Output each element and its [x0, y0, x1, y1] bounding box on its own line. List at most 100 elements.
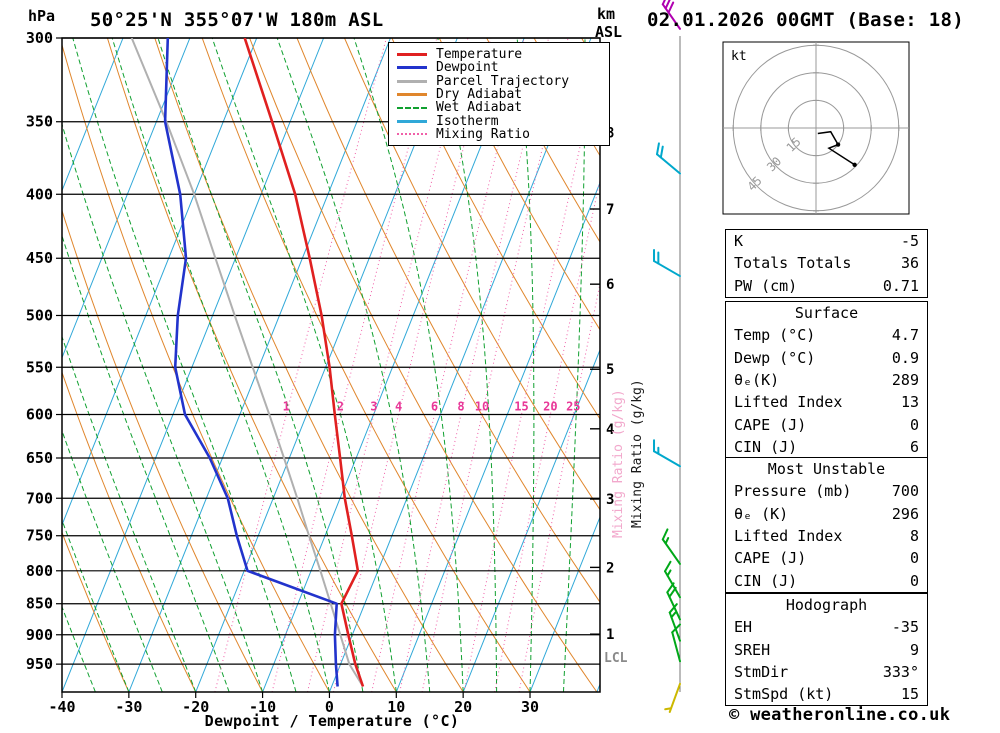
- stat-value: 13: [900, 393, 919, 412]
- pressure-tick-label: 500: [26, 306, 53, 324]
- pressure-tick-label: 350: [26, 113, 53, 131]
- stat-row: θₑ (K) 296: [726, 503, 927, 525]
- temp-tick-label: 10: [387, 698, 405, 716]
- legend: Temperature Dewpoint Parcel Trajectory Dry …: [388, 42, 610, 147]
- pressure-axis-unit: hPa: [28, 7, 56, 25]
- stat-label: PW (cm): [734, 276, 798, 295]
- stat-value: 6: [909, 437, 919, 456]
- stat-label: CIN (J): [734, 437, 798, 456]
- stat-label: Temp (°C): [734, 326, 816, 345]
- legend-swatch: [397, 66, 427, 70]
- temp-tick-label: -10: [249, 698, 276, 716]
- stat-value: 36: [900, 254, 919, 273]
- pressure-tick-label: 850: [26, 595, 53, 613]
- stat-label: CIN (J): [734, 571, 798, 590]
- stat-row: CIN (J) 0: [726, 569, 927, 591]
- watermark: © weatheronline.co.uk: [729, 705, 951, 725]
- stats-table: Hodograph EH -35 SREH 9 StmDir 333° StmSpd (kt)…: [725, 593, 928, 707]
- profiles-group: [130, 38, 365, 688]
- dewpoint-curve: [163, 38, 339, 687]
- legend-swatch: [397, 53, 427, 57]
- altitude-axis-unit-asl: ASL: [595, 23, 623, 41]
- temp-tick-label: 30: [521, 698, 539, 716]
- stat-label: K: [734, 232, 744, 251]
- stat-value: 8: [909, 527, 919, 546]
- temp-tick-label: 0: [325, 698, 334, 716]
- mixing-ratio-axis-label-shadow: Mixing Ratio (g/kg): [611, 389, 626, 538]
- pressure-tick-label: 400: [26, 185, 53, 203]
- stat-value: -5: [900, 232, 919, 251]
- stat-label: StmSpd (kt): [734, 685, 834, 704]
- stat-value: 296: [891, 504, 919, 523]
- stat-value: 700: [891, 482, 919, 501]
- legend-label: Mixing Ratio: [436, 126, 530, 142]
- mixing-ratio-value-label: 6: [431, 400, 438, 414]
- temp-tick-label: -20: [182, 698, 209, 716]
- wind-barb: [664, 682, 681, 713]
- wind-barb: [661, 0, 681, 30]
- mixing-ratio-value-label: 8: [457, 400, 464, 414]
- hodograph-trace-dot: [852, 162, 857, 167]
- stat-value: 9: [909, 640, 919, 659]
- mixing-ratio-value-label: 1: [283, 400, 290, 414]
- stat-value: 0: [909, 549, 919, 568]
- temp-tick-label: 20: [454, 698, 472, 716]
- stat-row: EH -35: [726, 616, 927, 638]
- stats-table: Most Unstable Pressure (mb) 700 θₑ (K) 296 Li…: [725, 457, 928, 593]
- temp-tick-label: -30: [115, 698, 142, 716]
- legend-item: Dewpoint: [397, 61, 603, 74]
- mixing-ratio-value-label: 10: [475, 400, 489, 414]
- axes-group: 3003504004505005506006507007508008509009…: [26, 29, 615, 716]
- stat-value: 0: [909, 415, 919, 434]
- wind-barb: [656, 142, 681, 175]
- pressure-tick-label: 700: [26, 489, 53, 507]
- stats-table-title: Most Unstable: [767, 460, 886, 479]
- stat-label: Dewp (°C): [734, 348, 816, 367]
- wind-barb: [671, 623, 682, 663]
- km-tick-label: 6: [606, 277, 614, 293]
- temperature-curve: [243, 38, 365, 687]
- stats-table-title: Hodograph: [785, 596, 868, 615]
- x-axis-title: Dewpoint / Temperature (°C): [204, 712, 460, 730]
- legend-item: Mixing Ratio: [397, 128, 603, 141]
- station-title: 50°25'N 355°07'W 180m ASL: [90, 9, 384, 31]
- mixing-ratio-value-label: 2: [337, 400, 344, 414]
- wind-barb: [668, 603, 681, 642]
- legend-item: Temperature: [397, 48, 603, 61]
- stat-label: SREH: [734, 640, 771, 659]
- pressure-tick-label: 750: [26, 527, 53, 545]
- wind-barb: [666, 582, 681, 621]
- mixing-ratio-value-label: 3: [370, 400, 377, 414]
- legend-label: Dewpoint: [436, 60, 499, 76]
- stat-row: CAPE (J) 0: [726, 413, 927, 435]
- stat-label: Totals Totals: [734, 254, 852, 273]
- mixing-ratio-value-label: 4: [395, 400, 402, 414]
- legend-label: Dry Adiabat: [436, 87, 523, 103]
- hodograph-unit-label: kt: [731, 49, 747, 64]
- stat-label: EH: [734, 618, 753, 637]
- legend-label: Parcel Trajectory: [436, 73, 570, 89]
- mixing-ratio-value-label: 25: [566, 400, 580, 414]
- mixing-ratio-value-label: 20: [543, 400, 557, 414]
- stat-value: 0.71: [882, 276, 919, 295]
- stat-row: StmSpd (kt) 15: [726, 683, 927, 705]
- stat-label: CAPE (J): [734, 415, 807, 434]
- stat-row: θₑ(K) 289: [726, 369, 927, 391]
- stats-table: K -5 Totals Totals 36 PW (cm) 0.71: [725, 229, 928, 298]
- legend-swatch: [397, 133, 427, 136]
- stat-label: Lifted Index: [734, 393, 843, 412]
- stat-label: θₑ(K): [734, 371, 780, 390]
- altitude-axis-unit-km: km: [597, 5, 616, 23]
- stat-value: 0: [909, 571, 919, 590]
- stat-value: -35: [891, 618, 919, 637]
- stat-value: 4.7: [891, 326, 919, 345]
- hodograph-trace-dot: [835, 142, 841, 147]
- pressure-tick-label: 650: [26, 449, 53, 467]
- stats-table-title: Surface: [794, 304, 859, 323]
- mixing-ratio-value-label: 15: [514, 400, 528, 414]
- stat-row: PW (cm) 0.71: [726, 275, 927, 297]
- km-tick-label: 4: [606, 422, 614, 438]
- chart-layers: 1 2 3 4 6 8 10 15 20 2530035040045050055060065070…: [26, 0, 910, 716]
- stat-row: Lifted Index 13: [726, 391, 927, 413]
